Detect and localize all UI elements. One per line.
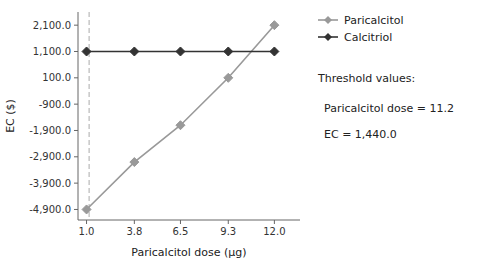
legend-marker: [324, 33, 332, 41]
x-axis-line: [78, 220, 300, 221]
y-tick: [74, 183, 78, 184]
plot-area: [82, 12, 279, 220]
x-tick-label: 9.3: [220, 226, 236, 237]
y-tick: [74, 51, 78, 52]
legend-marker: [324, 16, 332, 24]
y-tick: [74, 156, 78, 157]
y-axis-line: [78, 12, 79, 220]
x-tick-label: 12.0: [263, 226, 285, 237]
marker: [82, 47, 91, 56]
marker: [224, 73, 233, 82]
legend: Paricalcitol Calcitriol: [318, 14, 404, 44]
y-tick-label: 1,100.0: [33, 46, 71, 57]
chart: 1.0 3.8 6.5 9.3 12.0 -4,900.0 -3,900.0 -2,900.0…: [0, 0, 500, 272]
marker: [176, 47, 185, 56]
x-tick: [134, 220, 135, 224]
y-tick-label: -900.0: [39, 99, 71, 110]
marker: [130, 158, 139, 167]
y-tick: [74, 77, 78, 78]
y-tick: [74, 130, 78, 131]
y-tick-label: 2,100.0: [33, 20, 71, 31]
x-tick-label: 3.8: [126, 226, 142, 237]
y-tick-label: -1,900.0: [29, 125, 71, 136]
y-tick: [74, 104, 78, 105]
y-tick: [74, 25, 78, 26]
marker: [224, 47, 233, 56]
annotation: Paricalcitol dose = 11.2: [324, 102, 454, 115]
y-tick: [74, 209, 78, 210]
x-tick: [228, 220, 229, 224]
annotation: EC = 1,440.0: [324, 128, 397, 141]
annotation: Threshold values:: [317, 72, 415, 85]
legend-entry: Calcitriol: [344, 31, 392, 44]
y-axis-label: EC ($): [4, 99, 17, 133]
y-tick-label: -2,900.0: [29, 151, 71, 162]
x-tick-label: 6.5: [173, 226, 189, 237]
y-tick-label: -4,900.0: [29, 204, 71, 215]
series-line: [87, 25, 275, 209]
y-tick-label: -3,900.0: [29, 178, 71, 189]
marker: [270, 21, 279, 30]
y-tick-label: 100.0: [42, 72, 71, 83]
marker: [130, 47, 139, 56]
x-tick-label: 1.0: [79, 226, 95, 237]
marker: [270, 47, 279, 56]
x-tick: [274, 220, 275, 224]
x-tick: [180, 220, 181, 224]
legend-entry: Paricalcitol: [344, 14, 404, 27]
x-axis-label: Paricalcitol dose (μg): [131, 246, 246, 259]
x-tick: [86, 220, 87, 224]
reference-line: [89, 12, 90, 220]
marker: [176, 121, 185, 130]
marker: [82, 205, 91, 214]
